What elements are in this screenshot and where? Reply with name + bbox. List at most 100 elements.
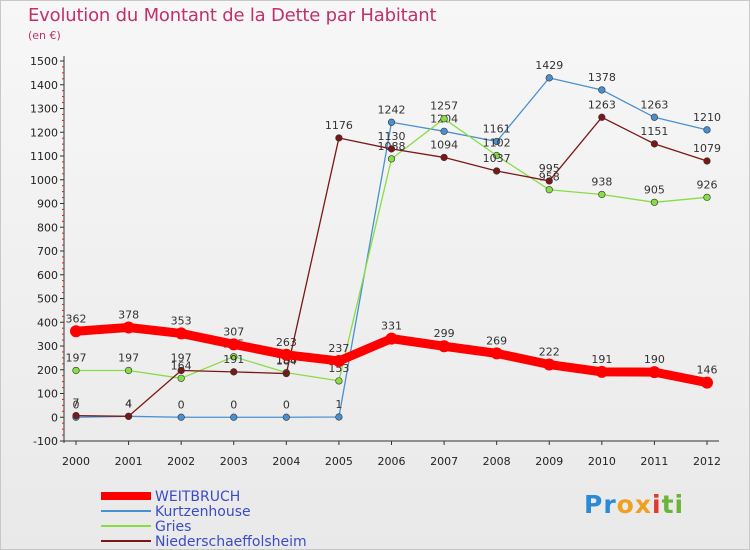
legend-label-niederschaeffolsheim: Niederschaeffolsheim — [155, 534, 307, 549]
data-point — [335, 377, 343, 385]
data-label: 1102 — [483, 137, 511, 150]
y-minor-tick — [62, 327, 64, 329]
data-label: 197 — [118, 351, 139, 364]
data-point — [124, 412, 133, 420]
y-minor-tick — [62, 149, 64, 151]
data-point — [332, 354, 345, 367]
x-tick-label: 2009 — [535, 455, 563, 468]
y-minor-tick — [62, 238, 64, 240]
data-point — [72, 411, 80, 420]
data-label: 378 — [118, 308, 139, 321]
data-point — [440, 127, 448, 135]
data-point — [177, 374, 185, 382]
data-point — [598, 86, 606, 94]
data-point — [490, 347, 503, 360]
data-label: 1 — [335, 398, 342, 411]
y-minor-tick — [62, 428, 64, 430]
y-tick-label: 300 — [37, 340, 58, 353]
y-minor-tick — [62, 387, 64, 389]
x-tick-label: 2011 — [640, 455, 668, 468]
logo-letter: i — [674, 490, 685, 519]
data-label: 1079 — [693, 142, 721, 155]
y-minor-tick — [62, 161, 64, 163]
y-minor-tick — [62, 244, 64, 246]
data-label: 0 — [283, 398, 290, 411]
x-tick-label: 2004 — [272, 455, 300, 468]
y-minor-tick — [62, 125, 64, 127]
y-minor-tick — [62, 208, 64, 210]
y-tick-label: 0 — [51, 411, 58, 424]
y-minor-tick — [62, 410, 64, 412]
x-tick-label: 2003 — [220, 455, 248, 468]
data-label: 7 — [73, 397, 80, 410]
proxiti-logo: Proxiti — [584, 490, 684, 519]
y-tick-label: 700 — [37, 245, 58, 258]
data-point — [70, 325, 82, 338]
data-label: 153 — [328, 362, 349, 375]
data-label: 905 — [644, 183, 665, 196]
data-point — [227, 338, 240, 351]
data-point — [440, 115, 448, 123]
y-minor-tick — [62, 214, 64, 216]
data-label: 4 — [125, 397, 132, 410]
x-tick-label: 2001 — [115, 455, 143, 468]
data-label: 0 — [73, 398, 80, 411]
data-point — [335, 134, 343, 142]
data-label: 263 — [276, 336, 297, 349]
data-label: 362 — [66, 312, 87, 325]
y-minor-tick — [62, 113, 64, 115]
y-minor-tick — [62, 286, 64, 288]
y-minor-tick — [62, 66, 64, 68]
data-point — [648, 366, 661, 379]
y-tick-label: 900 — [37, 198, 58, 211]
data-label: 1094 — [430, 138, 458, 151]
data-point — [543, 358, 556, 371]
data-label: 938 — [591, 175, 612, 188]
data-point — [387, 155, 396, 163]
data-point — [493, 151, 501, 160]
y-tick-label: 1100 — [30, 150, 58, 163]
data-point — [438, 340, 451, 353]
data-label: 1263 — [588, 98, 616, 111]
data-label: 191 — [591, 353, 612, 366]
x-tick-label: 2012 — [693, 455, 721, 468]
y-unit-label: (en €) — [28, 29, 61, 42]
y-minor-tick — [62, 363, 64, 365]
logo-letter: P — [584, 490, 604, 519]
data-point — [387, 118, 396, 126]
data-label: 190 — [644, 353, 665, 366]
data-label: 222 — [539, 346, 560, 359]
data-label: 1429 — [535, 59, 563, 72]
data-label: 197 — [66, 351, 87, 364]
y-tick-label: 1500 — [30, 55, 58, 68]
y-minor-tick — [62, 333, 64, 335]
data-label: 1242 — [378, 103, 406, 116]
y-tick-label: 500 — [37, 293, 58, 306]
data-label: 164 — [171, 359, 192, 372]
data-point — [230, 353, 238, 361]
data-label: 191 — [223, 353, 244, 366]
data-label: 4 — [125, 397, 132, 410]
data-point — [598, 113, 606, 121]
legend-label-kurtzenhouse: Kurtzenhouse — [155, 504, 251, 520]
y-tick-label: 1200 — [30, 126, 58, 139]
data-label: 1210 — [693, 111, 721, 124]
data-label: 197 — [171, 351, 192, 364]
data-label: 307 — [223, 325, 244, 338]
y-minor-tick — [62, 137, 64, 139]
data-point — [282, 369, 290, 378]
data-point — [493, 167, 501, 175]
y-minor-tick — [62, 292, 64, 294]
y-tick-label: 1300 — [30, 103, 58, 116]
x-tick-label: 2008 — [483, 455, 511, 468]
data-label: 0 — [178, 398, 185, 411]
x-tick-label: 2002 — [167, 455, 195, 468]
data-point — [650, 140, 659, 148]
data-point — [440, 153, 448, 162]
data-point — [122, 321, 135, 334]
data-label: 299 — [434, 327, 455, 340]
data-label: 0 — [230, 398, 237, 411]
y-minor-tick — [62, 72, 64, 74]
data-label: 331 — [381, 320, 402, 333]
